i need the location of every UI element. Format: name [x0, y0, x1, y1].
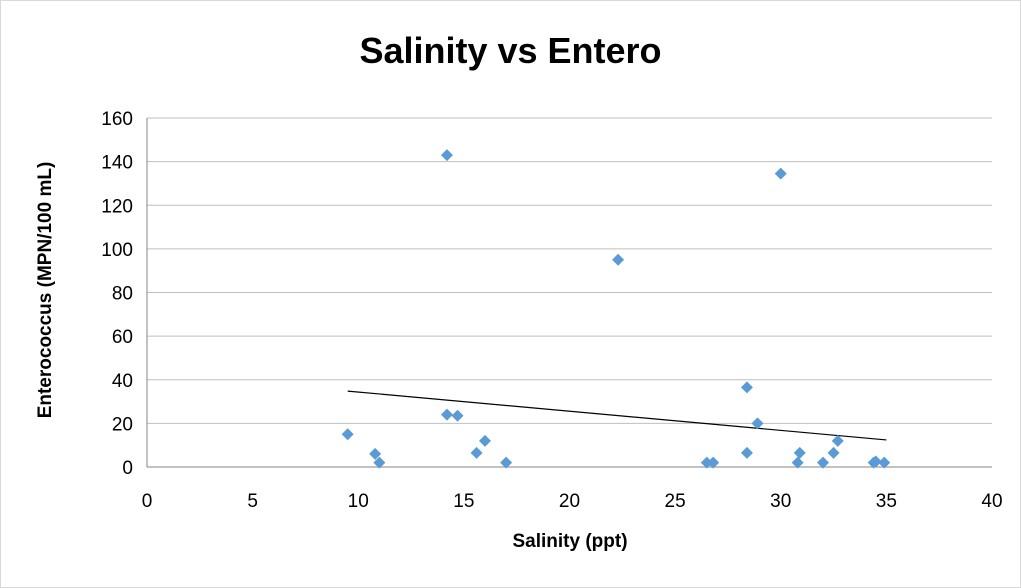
data-point-20 — [831, 434, 844, 447]
data-point-11 — [707, 456, 720, 469]
data-point-9 — [612, 253, 625, 266]
x-tick-label-15: 15 — [453, 491, 474, 512]
x-tick-label-35: 35 — [876, 491, 897, 512]
trendline-layer — [347, 390, 887, 441]
data-point-5 — [451, 409, 464, 422]
x-tick-label-30: 30 — [770, 491, 791, 512]
tick-labels: 0 20 40 60 80 100 120 140 160 0 5 10 15 20 25 30 35 40 — [101, 109, 1002, 512]
chart-title: Salinity vs Entero — [359, 30, 662, 71]
y-tick-label-140: 140 — [101, 153, 133, 174]
gridlines — [147, 117, 992, 424]
y-tick-label-100: 100 — [101, 240, 133, 261]
axes — [146, 118, 992, 468]
data-point-13 — [740, 446, 753, 459]
x-tick-label-20: 20 — [559, 491, 580, 512]
data-point-3 — [440, 149, 453, 162]
data-points — [341, 149, 891, 469]
data-point-23 — [878, 456, 891, 469]
y-tick-label-120: 120 — [101, 196, 133, 217]
x-tick-label-10: 10 — [348, 491, 369, 512]
x-tick-label-40: 40 — [981, 491, 1002, 512]
data-point-1 — [369, 447, 382, 460]
x-tick-label-25: 25 — [665, 491, 686, 512]
y-tick-label-60: 60 — [112, 327, 133, 348]
data-point-8 — [500, 456, 513, 469]
y-tick-label-80: 80 — [112, 284, 133, 305]
y-tick-label-20: 20 — [112, 414, 133, 435]
y-tick-label-160: 160 — [101, 109, 133, 130]
data-point-14 — [751, 417, 764, 430]
data-point-4 — [440, 408, 453, 421]
y-tick-label-40: 40 — [112, 371, 133, 392]
data-point-17 — [793, 446, 806, 459]
data-point-22 — [869, 455, 882, 468]
data-point-12 — [740, 381, 753, 394]
x-axis-title: Salinity (ppt) — [512, 531, 628, 552]
data-point-0 — [341, 428, 354, 441]
x-tick-label-5: 5 — [247, 491, 258, 512]
data-point-7 — [479, 434, 491, 447]
x-tick-label-0: 0 — [142, 491, 153, 512]
linear-trendline — [347, 390, 887, 441]
data-point-19 — [827, 446, 840, 459]
data-point-16 — [791, 456, 804, 469]
data-point-2 — [373, 456, 386, 469]
data-point-18 — [817, 456, 829, 469]
data-point-10 — [700, 456, 713, 469]
data-point-6 — [470, 446, 483, 459]
y-tick-label-0: 0 — [122, 458, 133, 479]
data-point-15 — [774, 167, 787, 180]
